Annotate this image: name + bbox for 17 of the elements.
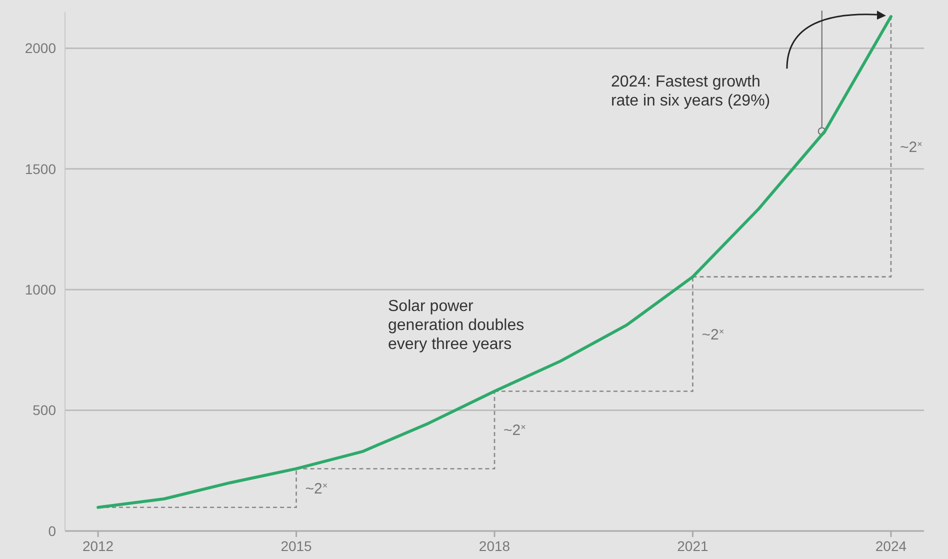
line-series bbox=[96, 15, 892, 509]
annotation: Solar power generation doubles every three years bbox=[388, 298, 524, 353]
x-tick-label: 2021 bbox=[677, 538, 709, 554]
y-tick-label: 2000 bbox=[24, 40, 56, 56]
x-tick-label: 2024 bbox=[875, 538, 907, 554]
y-tick-label: 500 bbox=[32, 402, 56, 418]
y-tick-label: 0 bbox=[48, 522, 56, 539]
annotation: 2024: Fastest growth rate in six years (29%) bbox=[610, 74, 770, 110]
x-tick-label: 2015 bbox=[280, 538, 312, 554]
annotation: ~2$^{×}$ bbox=[305, 480, 328, 498]
annotation: ~2$^{×}$ bbox=[702, 326, 724, 344]
annotation: ~2$^{×}$ bbox=[900, 138, 922, 156]
x-tick-label: 2012 bbox=[82, 538, 114, 554]
annotation: ~2$^{×}$ bbox=[504, 422, 526, 440]
y-tick-label: 1500 bbox=[24, 160, 56, 177]
y-tick-label: 1000 bbox=[24, 282, 56, 298]
x-tick-label: 2018 bbox=[478, 538, 510, 554]
